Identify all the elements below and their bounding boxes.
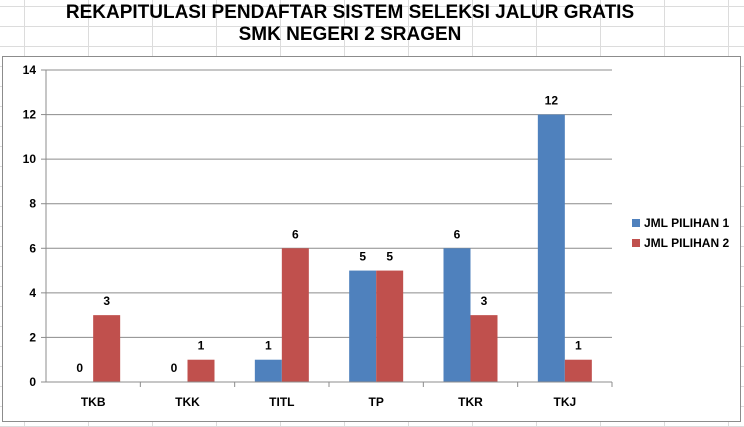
legend-label-2: JML PILIHAN 2 (644, 236, 729, 250)
gridlines (46, 69, 612, 383)
bar-tkb-series-2 (93, 315, 121, 382)
bar-tkr-series-2 (470, 315, 498, 382)
y-tick-label: 0 (29, 375, 36, 389)
data-label-tkj-series-2: 1 (575, 339, 582, 353)
bar-tkj-series-2 (564, 359, 592, 382)
chart-subtitle: SMK NEGERI 2 SRAGEN (238, 24, 462, 45)
y-axis: 0 2 4 6 8 10 12 14 (23, 63, 47, 389)
y-tick-label: 10 (23, 152, 37, 166)
data-label-tkb-series-2: 3 (103, 294, 110, 308)
x-tick-label-tp: TP (368, 395, 383, 409)
legend: JML PILIHAN 1 JML PILIHAN 2 (632, 216, 729, 250)
x-tick-label-titl: TITL (269, 395, 294, 409)
y-tick-label: 6 (29, 241, 36, 255)
data-label-tkj-series-1: 12 (545, 94, 559, 108)
y-tick-label: 8 (29, 197, 36, 211)
bar-tkk-series-2 (187, 359, 215, 382)
data-label-tkb-series-1: 0 (76, 361, 83, 375)
x-tick-label-tkb: TKB (81, 395, 106, 409)
data-label-tp-series-2: 5 (386, 250, 393, 264)
data-labels: 0 3 0 1 1 6 5 5 6 3 12 1 (76, 94, 582, 375)
chart-title: REKAPITULASI PENDAFTAR SISTEM SELEKSI JA… (65, 2, 635, 23)
bar-tkj-series-1 (537, 114, 565, 383)
x-axis: TKB TKK TITL TP TKR TKJ (46, 381, 613, 409)
data-label-tkr-series-1: 6 (454, 227, 461, 241)
bar-titl-series-2 (281, 248, 309, 382)
y-tick-label: 2 (29, 330, 36, 344)
x-tick-label-tkr: TKR (458, 395, 483, 409)
x-tick-label-tkk: TKK (175, 395, 200, 409)
x-tick-label-tkj: TKJ (553, 395, 576, 409)
bars (93, 114, 592, 383)
data-label-tkk-series-1: 0 (171, 361, 178, 375)
data-label-titl-series-2: 6 (292, 227, 299, 241)
bar-tkr-series-1 (443, 248, 471, 382)
bar-tp-series-2 (376, 270, 404, 382)
data-label-tkr-series-2: 3 (481, 294, 488, 308)
y-tick-label: 14 (23, 63, 37, 77)
bar-tp-series-1 (349, 270, 377, 382)
y-tick-label: 12 (23, 108, 37, 122)
data-label-titl-series-1: 1 (265, 339, 272, 353)
legend-label-1: JML PILIHAN 1 (644, 216, 729, 230)
data-label-tkk-series-2: 1 (198, 339, 205, 353)
data-label-tp-series-1: 5 (359, 250, 366, 264)
y-tick-label: 4 (29, 286, 36, 300)
legend-swatch-2 (632, 239, 640, 247)
bar-titl-series-1 (254, 359, 282, 382)
legend-swatch-1 (632, 219, 640, 227)
